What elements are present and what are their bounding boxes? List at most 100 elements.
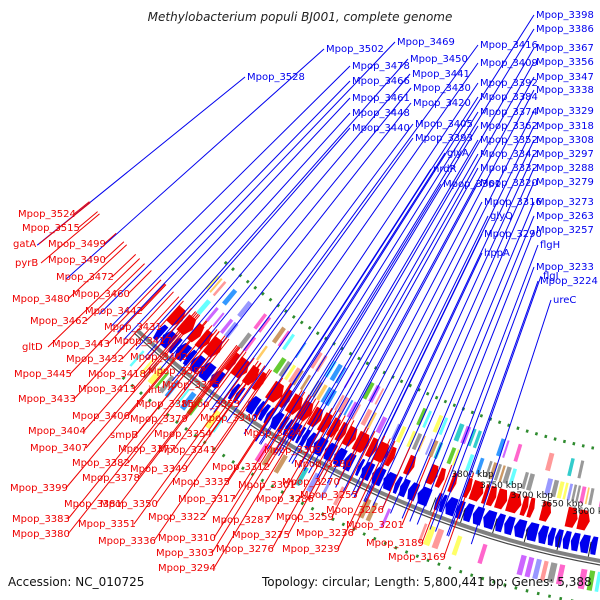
cog-color-tick [243,336,257,353]
cog-color-tick [411,433,423,451]
label-leader-line [203,382,292,518]
accession-label: Accession: NC_010725 [8,575,145,589]
gc-dash [382,370,387,375]
cog-color-tick [544,478,554,496]
label-leader-line [69,279,162,375]
label-leader-line [103,232,117,245]
gene-label: Mpop_3375 [162,380,220,391]
gene-label: Mpop_3442 [85,306,143,317]
gene-label: Mpop_3297 [536,149,594,160]
gc-dash [291,314,296,319]
gc-dash [365,361,370,366]
label-leader-line [446,280,539,536]
label-leader-line [421,464,453,544]
outer-feature-tick [516,554,527,576]
label-leader-line [110,80,351,327]
outer-feature-tick [158,375,176,394]
gc-dash [231,267,235,272]
gene-label: Mpop_3385 [136,399,194,410]
label-leader-line [337,438,391,550]
label-leader-line [159,73,411,371]
gene-label: Mpop_3384 [480,92,538,103]
gc-dash [300,501,305,506]
gene-label: Mpop_3478 [352,61,410,72]
forward-gene-arrow [407,482,421,502]
cog-color-tick [545,452,555,472]
gc-dash [404,550,409,554]
label-leader-line [83,307,193,432]
label-leader-line [416,229,535,525]
gene-label: Mpop_3448 [352,108,410,119]
label-leader-line [171,87,412,382]
gc-dash [260,291,265,296]
outer-feature-tick [175,388,190,406]
cog-color-tick [496,438,506,457]
gc-dash [481,576,485,581]
label-leader-line [77,211,98,229]
cog-color-tick [284,364,297,381]
outer-feature-tick [147,365,166,385]
forward-gene-arrow [525,522,540,542]
kbp-tick-label: 3700 kbp [511,491,554,501]
forward-gene-arrow [570,532,581,552]
gc-dash [310,506,315,511]
gc-dash [174,420,179,424]
gene-label: Mpop_3460 [72,289,130,300]
cog-color-tick [282,333,295,351]
gene-label: Mpop_3418 [88,369,146,380]
label-leader-line [169,311,196,342]
cog-color-tick [212,281,227,297]
gc-dash [525,589,529,593]
gc-dash [437,562,441,567]
gc-dash [399,379,404,384]
gene-label: Mpop_3270 [282,477,340,488]
outer-feature-tick [451,535,463,556]
gc-dash [503,583,507,587]
outer-feature-tick [129,350,145,367]
label-leader-line [349,427,369,465]
forward-gene-arrow [417,486,433,507]
gc-dash [391,375,395,379]
label-leader-line [227,383,293,483]
gc-dash [425,391,430,396]
gene-label: glyA [447,148,469,159]
gene-label: Mpop_3255 [300,490,358,501]
label-leader-line [133,313,199,390]
label-leader-line [111,254,137,278]
gene-label: Mpop_3416 [480,40,538,51]
label-leader-line [435,266,535,532]
label-leader-line [258,152,446,444]
label-leader-line [278,125,479,456]
gene-label: Mpop_3189 [366,538,424,549]
gc-dash [408,383,413,388]
gene-label: nrdR [433,164,457,175]
gene-label: Mpop_3279 [536,177,594,188]
gene-label: Mpop_3377 [118,444,176,455]
gene-label: Mpop_3340 [200,413,258,424]
gc-dash [340,346,345,351]
outer-feature-tick [532,558,542,580]
cog-color-tick [513,443,523,462]
gene-label: Mpop_3441 [412,69,470,80]
kbp-tick-mark [556,535,561,551]
gene-label: Mpop_3413 [78,384,136,395]
label-leader-line [254,168,432,442]
cog-color-tick [310,351,323,369]
gene-label: pyrB [15,258,38,269]
gene-label: Mpop_3317 [178,494,236,505]
gene-label: Mpop_3406 [72,411,130,422]
cog-color-tick [315,384,328,401]
cog-color-tick [428,440,439,458]
gc-dash [165,412,170,417]
kbp-tick-label: 3750 kbp [480,481,523,491]
gene-label: Mpop_3407 [30,443,88,454]
gene-label: Mpop_3341 [158,445,216,456]
label-leader-line [401,201,535,519]
gene-label: Mpop_3392 [480,78,538,89]
forward-gene-arrow [253,400,266,418]
label-leader-line [401,456,431,526]
cog-color-tick [432,414,444,433]
gene-label: Mpop_3443 [52,339,110,350]
reverse-gene-arrow [538,500,551,522]
label-leader-line [342,110,535,492]
